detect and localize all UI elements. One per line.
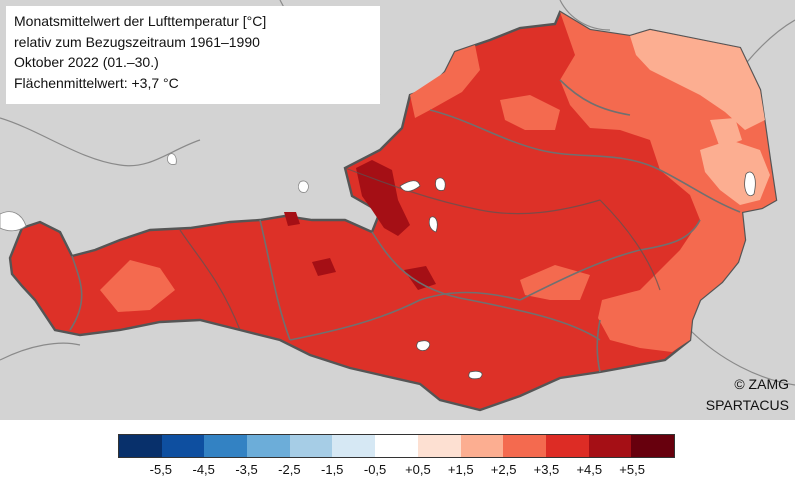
legend-swatch — [119, 435, 162, 457]
legend-label: -1,5 — [321, 462, 344, 477]
legend-swatch — [247, 435, 290, 457]
legend-label: -4,5 — [192, 462, 215, 477]
copyright-label: © ZAMG — [734, 376, 789, 392]
map-title: Monatsmittelwert der Lufttemperatur [°C] — [14, 13, 267, 29]
temperature-anomaly-map — [0, 0, 795, 420]
info-box: Monatsmittelwert der Lufttemperatur [°C]… — [6, 6, 380, 104]
time-period: Oktober 2022 (01.–30.) — [14, 54, 159, 70]
legend-label: +2,5 — [490, 462, 517, 477]
legend-label: -3,5 — [235, 462, 258, 477]
legend-label: -5,5 — [149, 462, 173, 477]
legend-swatch — [417, 435, 461, 457]
legend-swatch — [460, 435, 504, 457]
lakes — [399, 171, 756, 380]
reference-period: relativ zum Bezugszeitraum 1961–1990 — [14, 33, 260, 50]
legend-labels: -5,5 -4,5 -3,5 -2,5 -1,5 -0,5 +0,5 +1,5 +2,5 +3,5… — [118, 462, 675, 480]
legend-swatch — [204, 435, 248, 457]
legend-label: +5,5 — [619, 462, 645, 477]
regional-borders — [69, 79, 741, 373]
legend-swatch — [161, 435, 205, 457]
legend-label: -2,5 — [278, 462, 301, 477]
inner-borders — [179, 167, 661, 331]
source-label: SPARTACUS — [705, 397, 789, 413]
legend-swatch — [503, 435, 546, 457]
legend-swatch — [289, 435, 333, 457]
legend-label: +3,5 — [533, 462, 560, 477]
legend-swatch — [588, 435, 632, 457]
area-mean-value: Flächenmittelwert: +3,7 °C — [14, 74, 179, 91]
legend-label: -0,5 — [363, 462, 387, 477]
lake-constance — [0, 211, 27, 232]
legend-swatch — [332, 435, 376, 457]
colder-patches — [284, 160, 436, 290]
legend-swatch — [631, 435, 674, 457]
legend-swatch — [545, 435, 589, 457]
legend-label: +0,5 — [405, 462, 431, 477]
germany-border-lakes — [167, 153, 309, 193]
color-legend — [118, 434, 675, 458]
legend-swatch — [375, 435, 418, 457]
legend-label: +1,5 — [447, 462, 474, 477]
legend-label: +4,5 — [576, 462, 603, 477]
